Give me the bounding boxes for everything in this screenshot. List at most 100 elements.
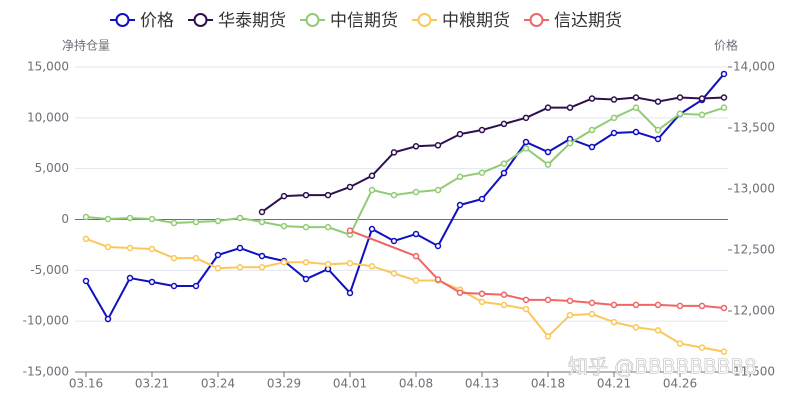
series-segment	[195, 257, 219, 270]
y2-tick-label: 12,000	[733, 304, 775, 318]
data-point	[346, 289, 354, 297]
series-segment	[239, 216, 263, 224]
series-segment	[371, 265, 395, 275]
data-point	[346, 183, 354, 191]
series-segment	[613, 106, 637, 119]
data-point	[412, 143, 420, 150]
legend-marker	[417, 13, 432, 27]
series-segment	[679, 99, 703, 115]
data-point	[522, 305, 530, 313]
data-point	[566, 311, 574, 319]
data-point	[632, 301, 640, 309]
series-segment	[657, 96, 681, 103]
series-segment	[437, 278, 461, 294]
series-segment	[217, 216, 241, 223]
data-point	[434, 142, 442, 149]
series-segment	[437, 133, 461, 147]
data-point	[478, 169, 486, 176]
series-segment	[261, 221, 285, 228]
data-point	[214, 217, 222, 225]
series-segment	[305, 261, 329, 266]
data-point	[192, 254, 200, 262]
series-segment	[349, 189, 373, 236]
data-point	[698, 302, 706, 310]
series-segment	[481, 122, 505, 131]
series-segment	[569, 299, 593, 304]
series-segment	[701, 106, 725, 116]
data-point	[82, 277, 90, 285]
data-point	[280, 222, 288, 230]
data-point	[500, 291, 508, 298]
series-segment	[327, 268, 351, 294]
legend-marker	[305, 13, 320, 27]
series-segment	[107, 277, 131, 320]
legend-label: 中粮期货	[442, 11, 510, 31]
data-point	[456, 130, 464, 138]
data-point	[544, 161, 552, 168]
series-segment	[569, 97, 593, 109]
series-segment	[613, 131, 637, 135]
data-point	[500, 160, 508, 167]
y-tick-label: 10,000	[27, 110, 69, 124]
series-segment	[547, 142, 571, 166]
y2-tick-label: 13,500	[733, 121, 775, 135]
data-point	[236, 264, 244, 271]
data-point	[720, 94, 728, 101]
data-point	[654, 301, 662, 309]
data-point	[192, 218, 200, 226]
data-point	[544, 104, 552, 111]
y2-tick-label: 14,000	[733, 60, 775, 74]
series-segment	[151, 280, 175, 287]
series-segment	[679, 112, 703, 116]
data-point	[654, 327, 662, 334]
data-point	[720, 348, 728, 355]
data-point	[478, 290, 486, 297]
data-point	[412, 188, 420, 196]
series-segment	[679, 342, 703, 349]
series-segment	[481, 292, 505, 296]
series-segment	[437, 175, 461, 191]
data-point	[500, 301, 508, 309]
data-point	[302, 223, 310, 231]
data-point	[434, 276, 442, 283]
data-point	[610, 129, 618, 137]
data-point	[170, 219, 178, 227]
legend-label: 信达期货	[554, 11, 622, 31]
data-point	[192, 282, 200, 290]
series-segment	[327, 226, 351, 236]
series-segment	[635, 106, 659, 131]
data-point	[412, 277, 420, 284]
series-segment	[657, 329, 681, 345]
series-segment	[503, 141, 527, 174]
series-segment	[525, 106, 549, 119]
series-segment	[701, 346, 725, 353]
data-point	[126, 214, 134, 222]
series-segment	[129, 246, 153, 250]
x-tick-label: 03.16	[69, 377, 103, 391]
series-segment	[503, 116, 527, 125]
series-segment	[591, 132, 615, 148]
data-point	[346, 259, 354, 267]
data-point	[368, 186, 376, 194]
series-segment	[261, 261, 285, 269]
data-point	[588, 95, 596, 102]
data-point	[654, 98, 662, 105]
series-segment	[591, 301, 615, 306]
data-point	[698, 344, 706, 351]
series-segment	[459, 288, 483, 303]
data-point	[148, 215, 156, 223]
data-point	[104, 243, 112, 251]
data-point	[390, 270, 398, 277]
data-point	[258, 208, 266, 216]
data-point	[478, 298, 486, 306]
series-segment	[613, 96, 637, 101]
watermark: 知乎 @BBBBBBBB8	[568, 355, 757, 379]
data-point	[676, 302, 684, 310]
x-tick-label: 04.18	[531, 377, 565, 391]
data-point	[456, 289, 464, 296]
y2-tick-label: 12,500	[733, 243, 775, 257]
series-segment	[481, 300, 505, 306]
data-point	[236, 244, 244, 252]
series-segment	[151, 248, 175, 260]
series-segment	[195, 220, 219, 224]
